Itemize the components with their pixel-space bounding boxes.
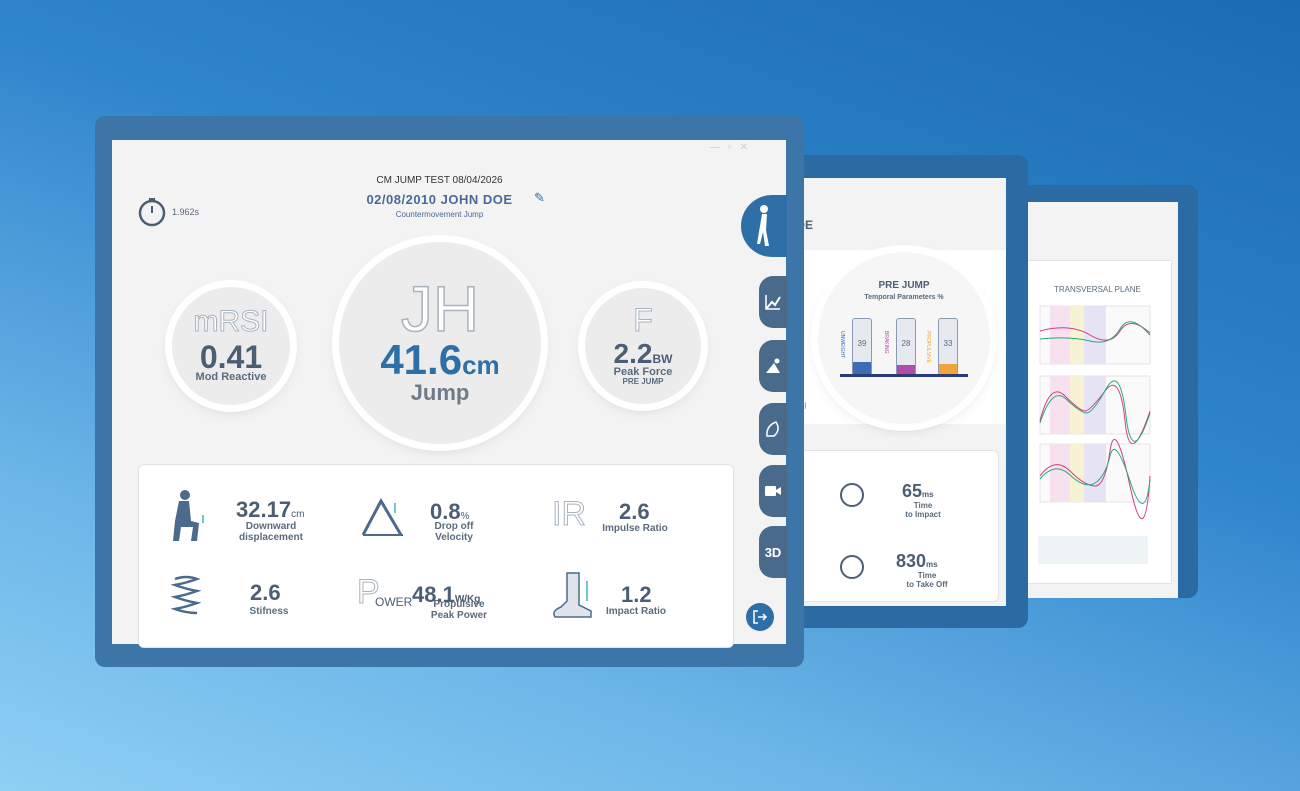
- stiffness-value: 2.6: [250, 580, 281, 605]
- stopwatch-icon: [840, 555, 864, 579]
- power-icon-text: OWER: [375, 595, 413, 609]
- prejump-bar-label: BRAKING: [883, 331, 889, 354]
- test-type: Countermovement Jump: [395, 210, 484, 219]
- 3d-button[interactable]: 3D: [759, 526, 787, 578]
- power-label: Propulsive Peak Power: [430, 599, 488, 621]
- jh-label: Jump: [410, 380, 470, 405]
- jumper-icon: [757, 205, 769, 246]
- time-impact-label: Time to Impact: [905, 501, 941, 519]
- prejump-subtitle: Temporal Parameters %: [864, 294, 944, 301]
- maximize-icon[interactable]: ▫: [727, 142, 732, 153]
- balance-button[interactable]: [759, 340, 787, 392]
- power-icon: P: [357, 573, 381, 612]
- metrics-panel: 32.17cm Downward displacement 0.8% Drop o…: [138, 464, 734, 648]
- jh-circle: JH 41.6cm Jump: [339, 242, 541, 444]
- mrsi-abbr: mRSI: [193, 305, 269, 339]
- time-takeoff-value: 830ms: [896, 551, 938, 571]
- stopwatch-icon: [138, 198, 166, 227]
- jh-abbr: JH: [400, 272, 480, 346]
- report-window: TRANSVERSAL PLANE: [1003, 202, 1178, 598]
- timer-value: 1.962s: [172, 207, 200, 217]
- muscle-icon: [766, 421, 779, 437]
- force-abbr: F: [633, 302, 654, 339]
- impulse-value: 2.6: [619, 499, 650, 524]
- dropoff-label: Drop off Velocity: [434, 521, 474, 543]
- transversal-panel: TRANSVERSAL PLANE: [1009, 260, 1172, 584]
- power-value: 48.1W/Kg: [412, 582, 481, 607]
- logout-button[interactable]: [746, 603, 774, 631]
- time-impact-value: 65ms: [902, 481, 934, 501]
- prejump-bar-propulsive: 33 PROPULSIVE: [925, 318, 958, 376]
- prejump-bar-label: PROPULSIVE: [925, 331, 931, 363]
- jh-value: 41.6cm: [380, 336, 500, 383]
- jump-mode-button[interactable]: [741, 195, 787, 257]
- force-label: Peak Force: [613, 366, 673, 378]
- time-takeoff-label: Time to Take Off: [906, 571, 948, 589]
- foot-icon: [553, 572, 592, 618]
- plane-title: TRANSVERSAL PLANE: [1054, 285, 1141, 294]
- prejump-bar-value: 33: [943, 339, 953, 348]
- minimize-icon[interactable]: —: [709, 142, 720, 153]
- force-sublabel: PRE JUMP: [622, 377, 664, 386]
- logout-icon: [753, 610, 768, 624]
- prejump-bar-value: 39: [857, 339, 867, 348]
- window-controls: — ▫ ✕: [709, 142, 748, 153]
- patient-name: 02/08/2010 JOHN DOE: [366, 192, 513, 207]
- close-icon[interactable]: ✕: [739, 142, 748, 153]
- ir-icon: IR: [552, 495, 587, 534]
- downward-value: 32.17cm: [236, 497, 305, 522]
- mrsi-value: 0.41: [199, 339, 263, 375]
- prejump-bar-fill: [853, 362, 871, 375]
- dropoff-icon: [361, 497, 403, 536]
- impulse-label: Impulse Ratio: [602, 523, 668, 534]
- prejump-title: PRE JUMP: [878, 280, 930, 291]
- prejump-bar-fill: [897, 365, 915, 375]
- impact-label: Impact Ratio: [605, 606, 666, 617]
- dropoff-value: 0.8%: [430, 499, 470, 524]
- stopwatch-icon: [840, 483, 864, 507]
- test-title: CM JUMP TEST 08/04/2026: [376, 175, 503, 186]
- video-button[interactable]: [759, 465, 787, 517]
- prejump-bar-unweight: 39 UNWEIGHT: [839, 318, 872, 376]
- mrsi-circle: mRSI 0.41 Mod Reactive: [172, 287, 290, 405]
- force-value: 2.2BW: [613, 338, 673, 369]
- force-circle: F 2.2BW Peak Force PRE JUMP: [585, 288, 701, 404]
- times-panel: 65ms Time to Impact 830ms Time to Take Off: [799, 450, 999, 602]
- edit-icon[interactable]: ✎: [534, 190, 545, 205]
- bars-baseline: [840, 374, 968, 377]
- prejump-bar-fill: [939, 363, 957, 375]
- downward-label: Downward displacement: [239, 521, 303, 543]
- muscle-button[interactable]: [759, 403, 787, 455]
- prejump-circle: PRE JUMP Temporal Parameters % 39 UNWEIGH…: [818, 252, 990, 424]
- prejump-bar-braking: 28 BRAKING: [883, 318, 916, 376]
- prejump-bar-label: UNWEIGHT: [839, 331, 845, 359]
- mrsi-label: Mod Reactive: [195, 371, 267, 383]
- trend-icon: [765, 295, 781, 310]
- prejump-bar-value: 28: [901, 339, 911, 348]
- video-camera-icon: [765, 486, 781, 496]
- chart-button[interactable]: [759, 276, 787, 328]
- balance-icon: [766, 358, 780, 373]
- spring-icon: [171, 575, 201, 615]
- squat-icon: [173, 490, 204, 541]
- impact-value: 1.2: [621, 582, 652, 607]
- stiffness-label: Stifness: [249, 606, 289, 617]
- gait-charts: [1038, 305, 1151, 564]
